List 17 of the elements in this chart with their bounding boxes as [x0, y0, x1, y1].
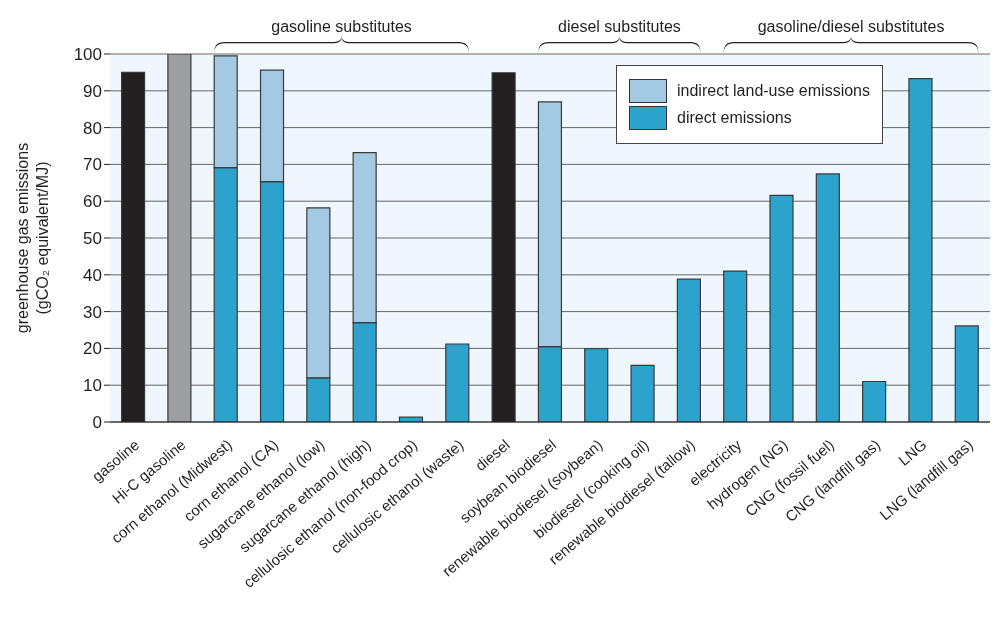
y-tick-label: 20: [83, 339, 102, 359]
y-tick-label: 70: [83, 155, 102, 175]
text: gasoline substitutes: [271, 18, 412, 35]
y-tick-label: 0: [92, 413, 102, 433]
y-tick-label: 90: [83, 81, 102, 101]
y-tick-label: 80: [83, 118, 102, 138]
y-axis-title: greenhouse gas emissions (gCO₂ equivalent/MJ): [14, 142, 51, 334]
y-tick-label: 60: [83, 192, 102, 212]
legend-label: direct emissions: [677, 109, 792, 127]
y-tick-label: 100: [73, 45, 102, 65]
text: diesel substitutes: [558, 18, 681, 35]
text: gasoline/diesel substitutes: [757, 18, 945, 35]
y-tick-label: 50: [83, 229, 102, 249]
y-tick-label: 30: [83, 302, 102, 322]
y-tick-label: 40: [83, 265, 102, 285]
y-tick-label: 10: [83, 376, 102, 396]
legend-label: indirect land-use emissions: [677, 82, 870, 100]
